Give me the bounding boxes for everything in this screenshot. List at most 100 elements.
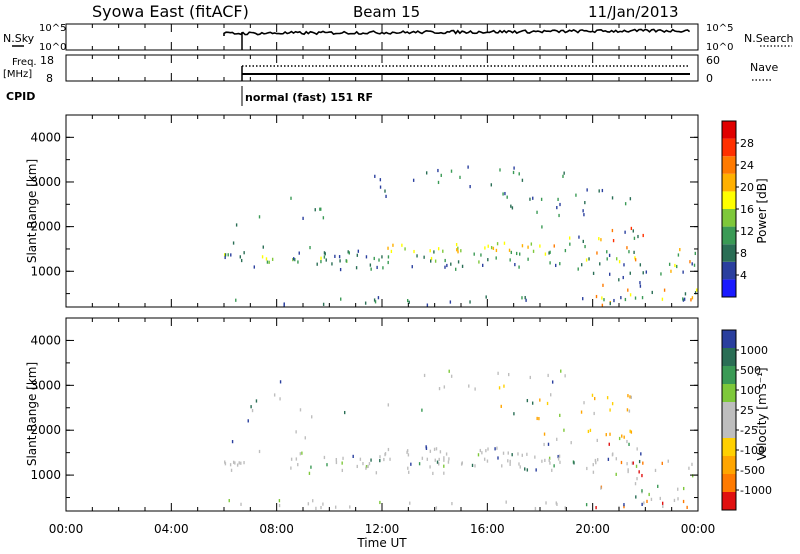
noise-right-tick-bottom: 10^0	[706, 42, 733, 53]
range-cell	[312, 499, 314, 503]
range-cell	[682, 297, 684, 301]
range-cell	[677, 497, 679, 501]
range-cell	[258, 215, 261, 219]
power-colorbar-segment	[722, 156, 736, 174]
range-cell	[356, 253, 359, 257]
power-colorbar-segment	[722, 226, 736, 245]
range-cell	[235, 223, 238, 227]
range-cell	[518, 252, 521, 256]
range-cell	[659, 496, 661, 501]
range-cell	[411, 265, 413, 269]
range-cell	[410, 462, 412, 466]
range-cell	[580, 410, 583, 414]
beam-label: Beam 15	[353, 3, 420, 21]
range-cell	[302, 216, 304, 220]
range-cell	[532, 196, 534, 200]
range-cell	[594, 458, 597, 463]
range-cell	[527, 245, 529, 249]
range-cell	[539, 398, 541, 402]
noise-search-label: N.Search	[744, 32, 794, 45]
range-cell	[377, 296, 380, 300]
range-cell	[251, 408, 254, 413]
range-cell	[247, 419, 249, 423]
power-colorbar-tick: 24	[740, 159, 754, 172]
range-cell	[513, 166, 515, 170]
range-cell	[611, 402, 614, 406]
range-cell	[518, 265, 520, 269]
range-cell	[611, 228, 614, 233]
range-cell	[480, 253, 482, 257]
range-cell	[517, 452, 519, 456]
range-cell	[673, 498, 676, 503]
range-cell	[577, 267, 579, 271]
range-cell	[449, 300, 452, 304]
power-ytick-label: 1000	[30, 264, 61, 278]
range-cell	[530, 242, 533, 246]
range-cell	[407, 466, 409, 470]
velocity-colorbar-tick: -1000	[740, 484, 772, 497]
velocity-colorbar-segment	[722, 438, 736, 456]
range-cell	[239, 255, 242, 259]
velocity-panel: 1000 2000 3000 4000 Slant Range [km]	[25, 317, 699, 512]
range-cell	[401, 243, 403, 247]
range-cell	[290, 457, 293, 461]
range-cell	[484, 246, 486, 250]
range-cell	[613, 298, 615, 303]
freq-panel: Freq. [MHz] 18 8 60 0 Nave	[3, 54, 778, 85]
range-cell	[570, 441, 572, 445]
power-heatmap	[224, 165, 698, 307]
power-ylabel: Slant Range [km]	[25, 159, 39, 263]
range-cell	[548, 458, 550, 462]
range-cell	[547, 442, 550, 446]
range-cell	[232, 460, 235, 464]
range-cell	[326, 463, 328, 467]
range-cell	[390, 249, 393, 254]
range-cell	[471, 463, 474, 467]
range-cell	[508, 372, 510, 377]
range-cell	[543, 432, 546, 436]
range-cell	[569, 242, 571, 246]
range-cell	[448, 369, 450, 373]
range-cell	[335, 460, 338, 465]
range-cell	[340, 297, 342, 301]
range-cell	[543, 442, 545, 447]
range-cell	[648, 492, 650, 497]
range-cell	[606, 396, 609, 400]
range-cell	[343, 410, 346, 415]
range-cell	[369, 263, 372, 267]
cpid-label: CPID	[6, 90, 35, 103]
range-cell	[409, 501, 411, 505]
range-cell	[626, 408, 629, 412]
range-cell	[667, 459, 669, 463]
range-cell	[618, 436, 621, 441]
range-cell	[629, 395, 631, 399]
range-cell	[433, 447, 436, 451]
range-cell	[309, 246, 311, 250]
range-cell	[660, 272, 662, 276]
range-cell	[686, 505, 688, 510]
range-cell	[588, 257, 590, 261]
range-cell	[518, 462, 520, 466]
range-cell	[514, 262, 516, 267]
range-cell	[283, 302, 285, 306]
range-cell	[521, 453, 523, 457]
range-cell	[573, 461, 575, 465]
range-cell	[581, 263, 583, 267]
range-cell	[279, 397, 281, 401]
range-cell	[266, 260, 269, 264]
range-cell	[339, 267, 342, 272]
range-cell	[331, 262, 333, 266]
range-cell	[243, 461, 245, 465]
range-cell	[443, 471, 445, 475]
cpid-mode: normal (fast) 151 RF	[245, 91, 373, 104]
range-cell	[695, 288, 698, 292]
range-cell	[268, 260, 270, 264]
range-cell	[584, 244, 586, 249]
range-cell	[497, 456, 499, 460]
range-cell	[507, 459, 509, 463]
range-cell	[320, 260, 322, 264]
range-cell	[511, 453, 513, 457]
range-cell	[292, 258, 294, 262]
range-cell	[679, 248, 681, 252]
range-cell	[624, 297, 627, 302]
